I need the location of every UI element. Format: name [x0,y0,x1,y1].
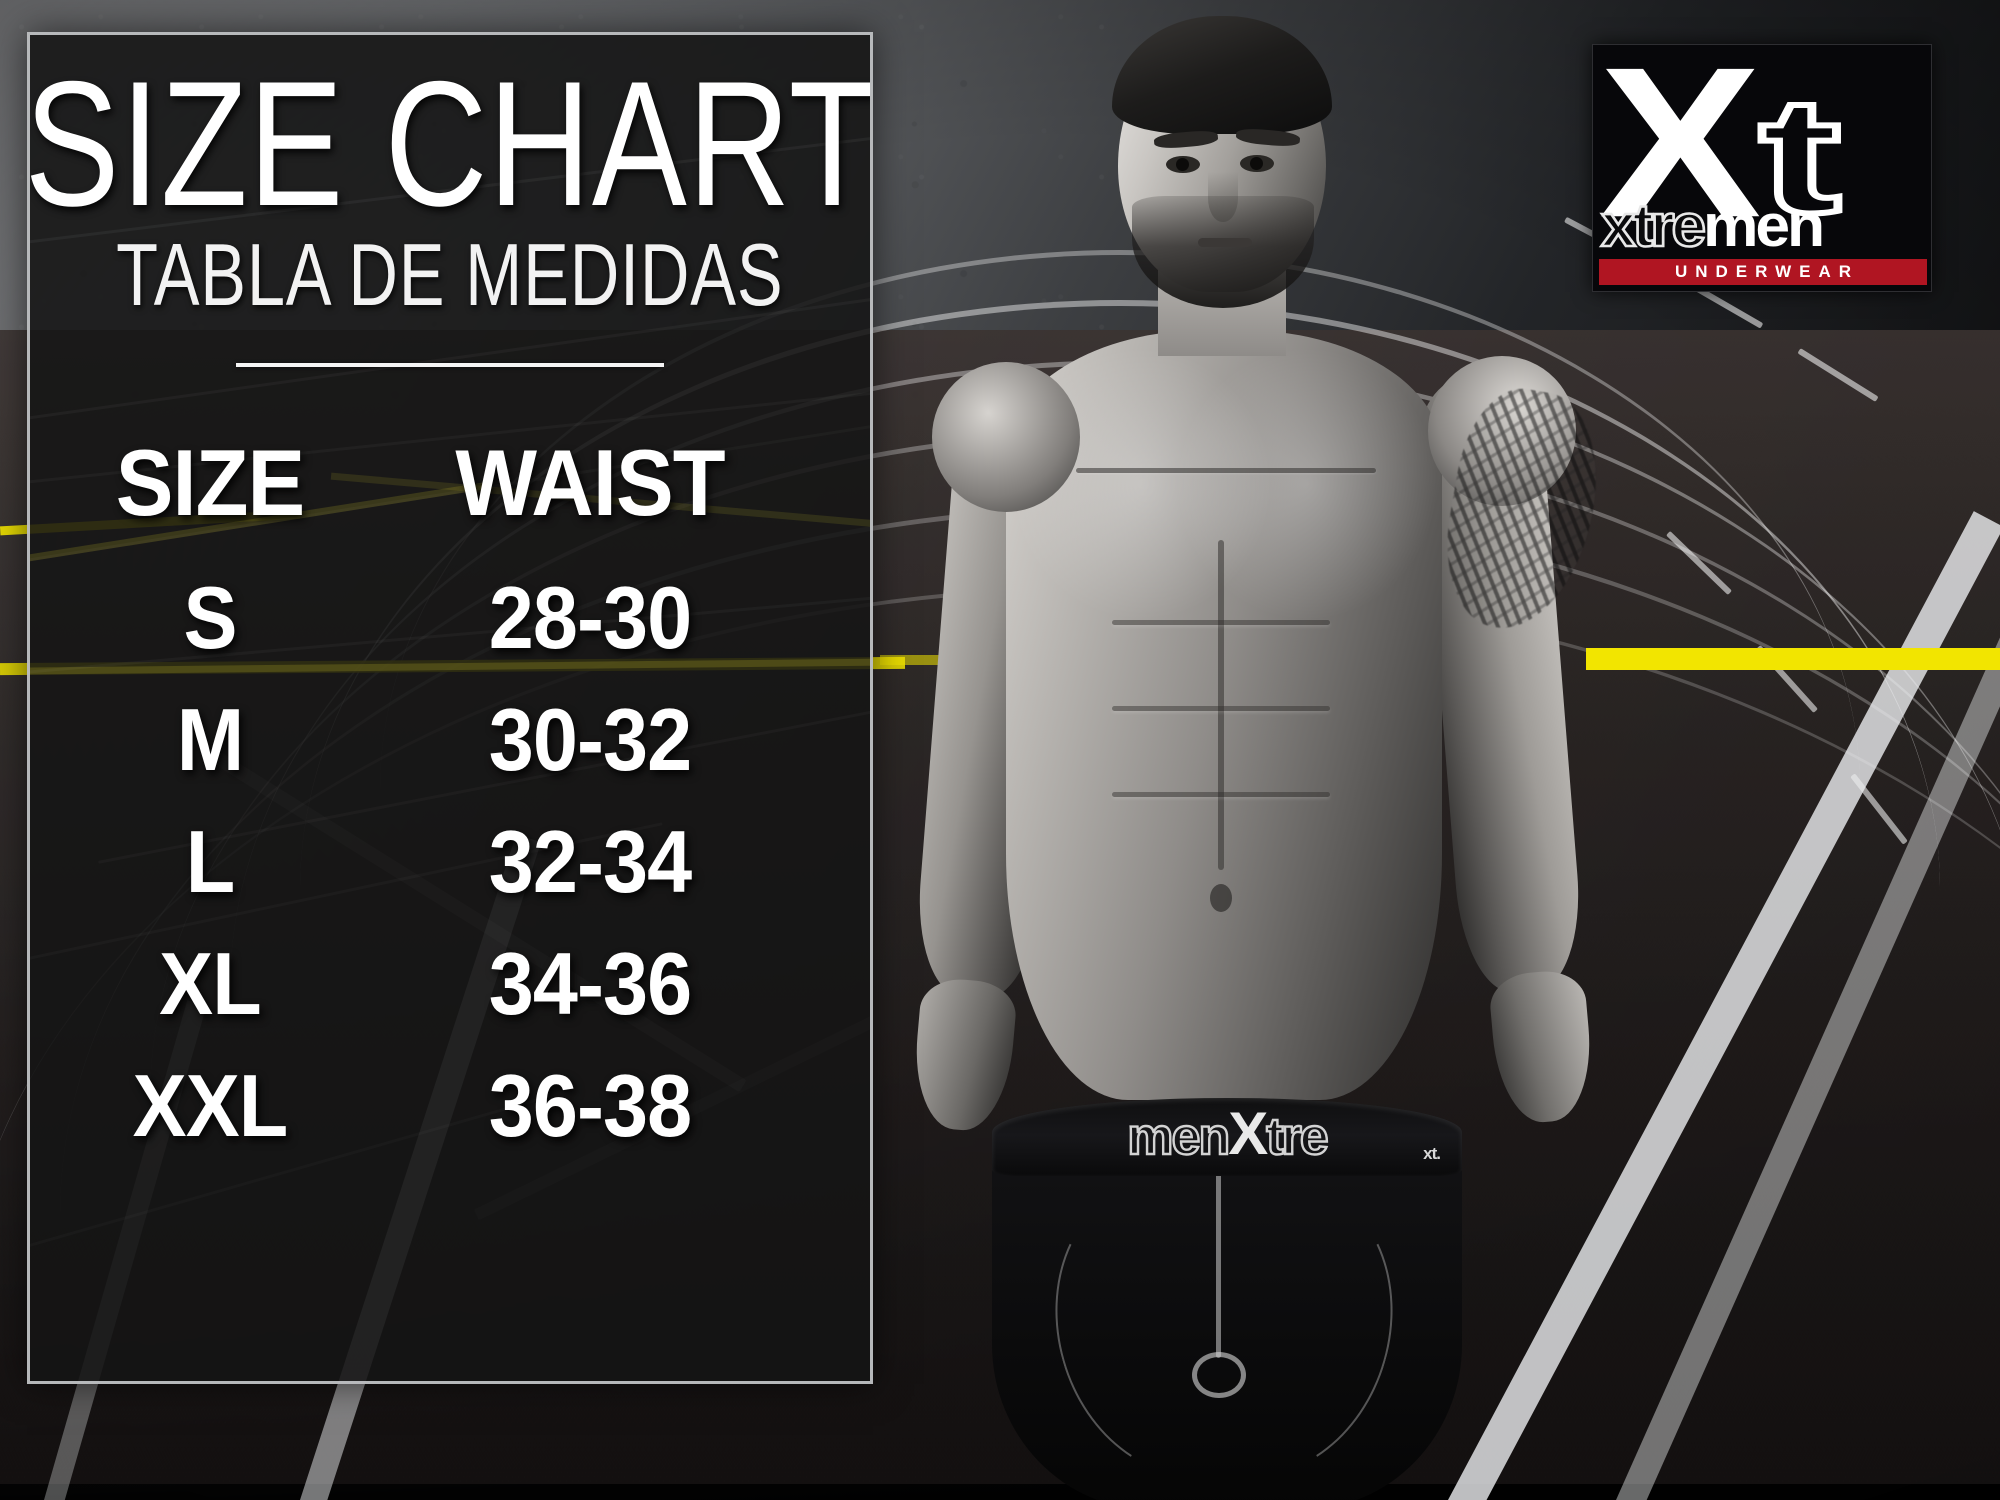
cell-size: L [185,811,235,911]
table-row: M 30-32 [30,689,870,791]
cell-size: S [183,567,237,667]
table-row: L 32-34 [30,811,870,913]
cell-waist: 28-30 [488,567,692,667]
logo-word-men: men [1703,192,1825,259]
cell-waist: 36-38 [488,1055,692,1155]
cell-waist: 34-36 [488,933,692,1033]
column-header-size: SIZE [115,429,305,535]
logo-tagline-bar: UNDERWEAR [1599,259,1927,285]
table-row: XXL 36-38 [30,1055,870,1157]
logo-x-glyph: X [1599,44,1762,263]
logo-wordmark: xtremen [1600,194,1931,257]
table-row: XL 34-36 [30,933,870,1035]
logo-t-glyph: t [1755,64,1846,247]
column-header-waist: WAIST [455,429,725,535]
brand-logo: X t xtremen UNDERWEAR [1592,44,1932,292]
logo-tagline-text: UNDERWEAR [1674,262,1860,281]
logo-xt-mark: X t [1593,45,1931,249]
cell-waist: 30-32 [488,689,692,789]
table-row: S 28-30 [30,567,870,669]
size-chart-panel: SIZE CHART TABLA DE MEDIDAS SIZE WAIST S… [27,32,873,1384]
table-header-row: SIZE WAIST [30,429,870,537]
size-table: SIZE WAIST S 28-30 M 30-32 L 32-34 XL [30,429,870,1177]
page-title: SIZE CHART [27,44,873,243]
logo-word-xtre: xtre [1600,192,1708,259]
cell-waist: 32-34 [488,811,692,911]
page-subtitle: TABLA DE MEDIDAS [116,224,784,324]
title-divider [236,362,664,367]
cell-size: XL [159,933,262,1033]
cell-size: M [176,689,244,789]
cell-size: XXL [132,1055,289,1155]
